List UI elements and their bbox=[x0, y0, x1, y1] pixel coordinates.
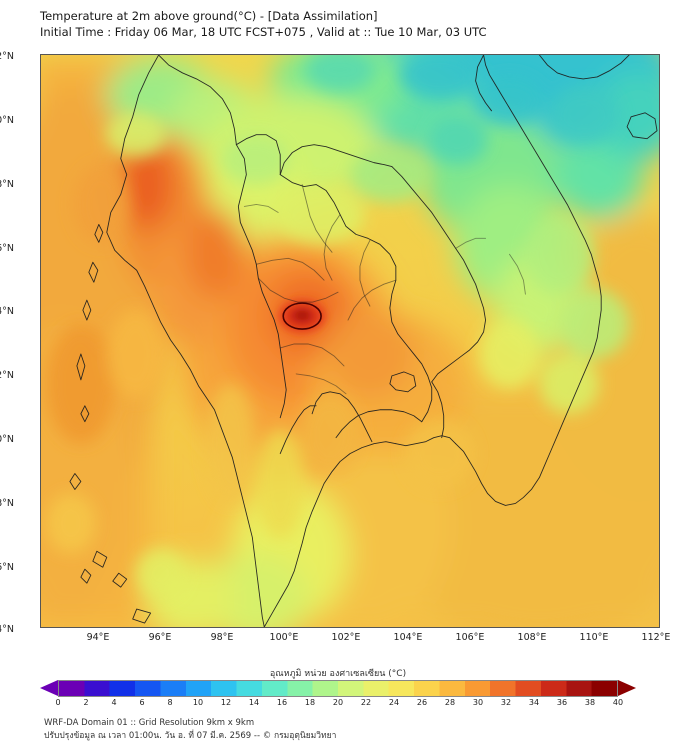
footer-line-1: WRF-DA Domain 01 :: Grid Resolution 9km … bbox=[44, 718, 255, 728]
colorbar-tick-12: 12 bbox=[220, 698, 232, 707]
colorbar-tick-16: 16 bbox=[276, 698, 288, 707]
colorbar-tick-2: 2 bbox=[83, 698, 89, 707]
x-tick-112e: 112°E bbox=[641, 632, 671, 643]
colorbar-tick-34: 34 bbox=[528, 698, 540, 707]
chart-subtitle: Initial Time : Friday 06 Mar, 18 UTC FCS… bbox=[40, 25, 487, 39]
colorbar-tick-20: 20 bbox=[332, 698, 344, 707]
colorbar-tick-0: 0 bbox=[55, 698, 61, 707]
colorbar-tick-28: 28 bbox=[444, 698, 456, 707]
colorbar-tick-4: 4 bbox=[111, 698, 117, 707]
y-tick-14n: 14°N bbox=[0, 306, 14, 317]
colorbar-tick-22: 22 bbox=[360, 698, 372, 707]
footer: WRF-DA Domain 01 :: Grid Resolution 9km … bbox=[44, 717, 644, 743]
y-tick-10n: 10°N bbox=[0, 434, 14, 445]
x-tick-98e: 98°E bbox=[210, 632, 234, 643]
colorbar-tick-40: 40 bbox=[612, 698, 624, 707]
footer-line-2: ปรับปรุงข้อมูล ณ เวลา 01:00น. วัน อ. ที่… bbox=[44, 731, 337, 741]
colorbar-tick-36: 36 bbox=[556, 698, 568, 707]
colorbar-tick-14: 14 bbox=[248, 698, 260, 707]
colorbar-tick-6: 6 bbox=[139, 698, 145, 707]
x-tick-104e: 104°E bbox=[393, 632, 423, 643]
x-tick-106e: 106°E bbox=[455, 632, 485, 643]
x-tick-100e: 100°E bbox=[269, 632, 299, 643]
x-tick-94e: 94°E bbox=[86, 632, 110, 643]
colorbar-tick-26: 26 bbox=[416, 698, 428, 707]
y-tick-6n: 6°N bbox=[0, 562, 14, 573]
colorbar-tick-labels: 0 2 4 6 8 10 12 14 16 18 20 22 24 26 28 30 32 34 36 38 40 bbox=[40, 698, 636, 710]
colorbar-tick-30: 30 bbox=[472, 698, 484, 707]
map-canvas bbox=[41, 55, 659, 627]
y-tick-12n: 12°N bbox=[0, 370, 14, 381]
temperature-map bbox=[40, 54, 660, 628]
chart-title-block: Temperature at 2m above ground(°C) - [Da… bbox=[40, 8, 660, 40]
map-raster bbox=[41, 55, 659, 627]
colorbar-tick-8: 8 bbox=[167, 698, 173, 707]
colorbar-max-arrow bbox=[618, 680, 636, 696]
colorbar bbox=[40, 680, 636, 697]
y-tick-22n: 22°N bbox=[0, 51, 14, 62]
x-tick-110e: 110°E bbox=[579, 632, 609, 643]
colorbar-tick-24: 24 bbox=[388, 698, 400, 707]
x-tick-96e: 96°E bbox=[148, 632, 172, 643]
colorbar-tick-32: 32 bbox=[500, 698, 512, 707]
page-title: Temperature at 2m above ground(°C) - [Da… bbox=[40, 9, 378, 23]
y-tick-18n: 18°N bbox=[0, 179, 14, 190]
colorbar-gradient bbox=[58, 680, 618, 697]
y-tick-16n: 16°N bbox=[0, 243, 14, 254]
colorbar-tick-10: 10 bbox=[192, 698, 204, 707]
x-tick-108e: 108°E bbox=[517, 632, 547, 643]
colorbar-tick-18: 18 bbox=[304, 698, 316, 707]
x-tick-102e: 102°E bbox=[331, 632, 361, 643]
colorbar-min-arrow bbox=[40, 680, 58, 696]
colorbar-title: อุณหภูมิ หน่วย องศาเซลเซียน (°C) bbox=[269, 669, 407, 679]
y-tick-8n: 8°N bbox=[0, 498, 14, 509]
y-tick-4n: 4°N bbox=[0, 624, 14, 635]
map-marker bbox=[282, 302, 322, 330]
colorbar-tick-38: 38 bbox=[584, 698, 596, 707]
y-tick-20n: 20°N bbox=[0, 115, 14, 126]
